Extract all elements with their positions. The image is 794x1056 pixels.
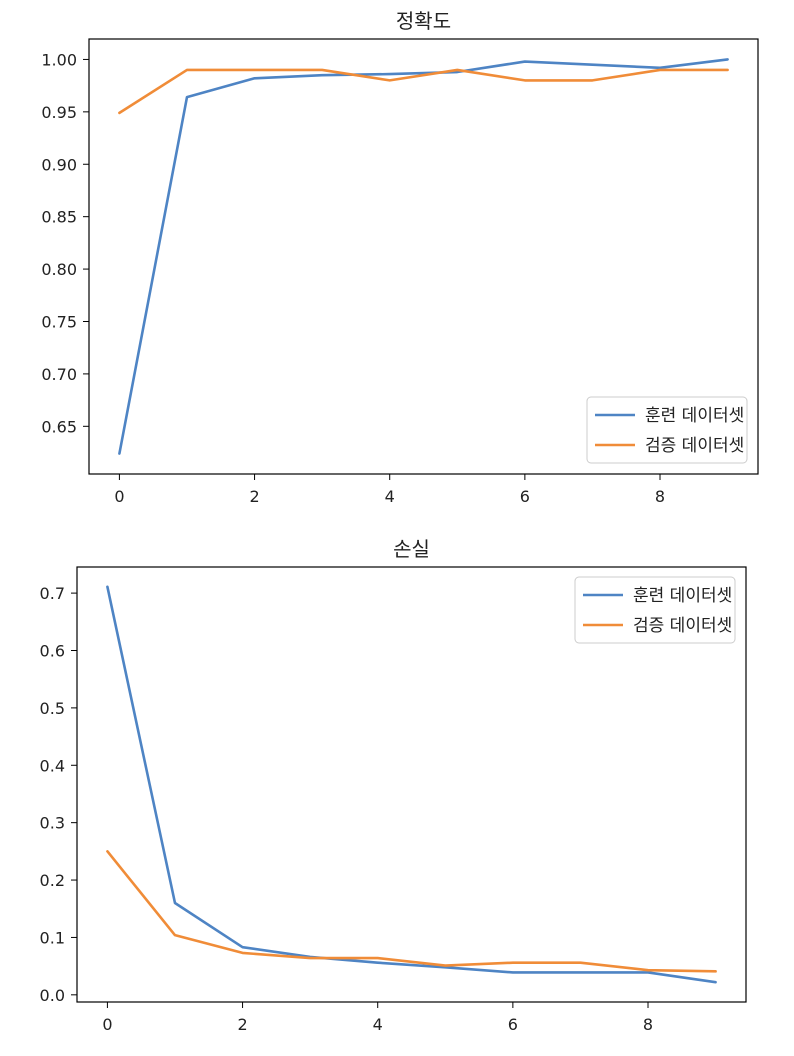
- loss-xtick-label: 4: [373, 1015, 383, 1034]
- accuracy-xtick-label: 2: [249, 487, 259, 506]
- accuracy-ytick-label: 0.65: [41, 417, 77, 436]
- accuracy-ytick-label: 0.85: [41, 208, 77, 227]
- accuracy-ytick-label: 0.95: [41, 103, 77, 122]
- accuracy-xtick-label: 6: [520, 487, 530, 506]
- loss-xtick-label: 0: [102, 1015, 112, 1034]
- accuracy-xtick-label: 0: [114, 487, 124, 506]
- loss-legend-box: [574, 576, 736, 644]
- accuracy-chart-title: 정확도: [396, 9, 451, 33]
- accuracy-ytick-label: 0.90: [41, 155, 77, 174]
- loss-xtick-label: 6: [508, 1015, 518, 1034]
- loss-chart-title: 손실: [393, 537, 430, 561]
- loss-ytick-label: 0.4: [40, 756, 65, 775]
- loss-ytick-label: 0.2: [40, 871, 65, 890]
- loss-ytick-label: 0.0: [40, 986, 65, 1005]
- loss-ytick-label: 0.6: [40, 641, 65, 660]
- accuracy-chart: 정확도 0.65 0.70 0.75 0.80 0.85 0.90 0.95 1.00 0 2 4 6…: [41, 9, 759, 506]
- loss-ytick-label: 0.3: [40, 814, 65, 833]
- loss-series-line-0: [106, 585, 717, 984]
- loss-chart: 손실 0.0 0.1 0.2 0.3 0.4 0.5 0.6 0.7 0 2 4 6 8 훈련 데이터셋검…: [40, 537, 747, 1034]
- loss-legend-label-1: 검증 데이터셋: [633, 616, 732, 636]
- loss-legend-label-0: 훈련 데이터셋: [633, 586, 732, 606]
- accuracy-ytick-label: 0.75: [41, 312, 77, 331]
- accuracy-legend-label-0: 훈련 데이터셋: [645, 406, 744, 426]
- accuracy-ytick-label: 0.80: [41, 260, 77, 279]
- loss-xtick-label: 2: [237, 1015, 247, 1034]
- loss-ytick-label: 0.5: [40, 699, 65, 718]
- accuracy-legend-box: [586, 396, 748, 464]
- accuracy-legend-label-1: 검증 데이터셋: [645, 436, 744, 456]
- accuracy-series-line-1: [118, 68, 729, 115]
- accuracy-series-line-0: [118, 58, 729, 455]
- loss-series-line-1: [106, 850, 717, 973]
- accuracy-ytick-label: 0.70: [41, 365, 77, 384]
- loss-xtick-label: 8: [643, 1015, 653, 1034]
- accuracy-ytick-label: 1.00: [41, 50, 77, 69]
- loss-ytick-label: 0.1: [40, 928, 65, 947]
- accuracy-plot-frame: [88, 38, 759, 475]
- loss-ytick-label: 0.7: [40, 584, 65, 603]
- accuracy-xtick-label: 4: [385, 487, 395, 506]
- accuracy-xtick-label: 8: [655, 487, 665, 506]
- loss-plot-frame: [76, 566, 747, 1003]
